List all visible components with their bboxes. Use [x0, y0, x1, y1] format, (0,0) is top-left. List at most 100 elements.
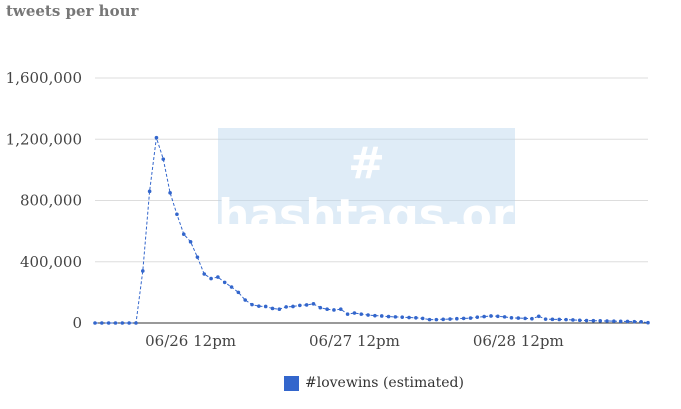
data-point	[584, 318, 589, 323]
data-point	[612, 319, 616, 323]
data-point	[161, 157, 166, 161]
y-tick-label: 0	[72, 314, 82, 332]
data-point	[168, 191, 172, 195]
data-point	[93, 321, 97, 325]
data-point	[434, 317, 439, 322]
data-point	[639, 319, 643, 324]
data-point	[393, 315, 398, 319]
data-point	[530, 316, 534, 321]
data-point	[352, 311, 357, 315]
data-point	[625, 319, 630, 324]
data-point	[420, 316, 425, 321]
data-point	[188, 240, 193, 244]
data-point	[345, 312, 350, 316]
data-point	[175, 212, 179, 217]
data-point	[427, 317, 432, 322]
data-point	[489, 314, 493, 318]
data-point	[202, 272, 207, 276]
data-point	[147, 189, 152, 194]
data-point	[598, 319, 603, 323]
data-point	[338, 307, 343, 312]
data-point	[557, 317, 562, 322]
data-point	[134, 321, 138, 325]
series-layer	[93, 135, 650, 325]
data-point	[605, 319, 609, 323]
data-point	[536, 314, 541, 319]
data-point	[564, 317, 568, 322]
data-point	[523, 316, 527, 321]
data-point	[543, 317, 548, 321]
series-line	[95, 137, 649, 324]
y-tick-label: 800,000	[20, 192, 82, 210]
data-point	[106, 321, 111, 325]
x-tick-label: 06/26 12pm	[145, 332, 236, 350]
data-point	[379, 314, 384, 318]
data-point	[113, 321, 118, 325]
y-axis-title: tweets per hour	[6, 2, 139, 20]
data-point	[414, 315, 418, 320]
data-point	[325, 307, 329, 312]
data-point	[400, 315, 405, 319]
data-point	[448, 317, 452, 321]
watermark: # hashtags.org organizing the world's ha…	[218, 128, 545, 257]
data-point	[209, 276, 213, 281]
data-point	[229, 285, 234, 289]
legend[interactable]: #lovewins (estimated)	[284, 375, 464, 391]
data-point	[270, 306, 275, 311]
data-point	[222, 280, 227, 285]
data-point	[257, 304, 261, 308]
data-point	[277, 307, 282, 312]
gridlines	[95, 77, 648, 324]
data-point	[298, 303, 302, 308]
data-point	[120, 321, 125, 325]
data-point	[461, 316, 466, 321]
data-point	[516, 316, 521, 320]
data-point	[140, 269, 145, 273]
x-tick-label: 06/28 12pm	[473, 332, 564, 350]
data-point	[496, 314, 500, 319]
data-point	[509, 315, 514, 320]
data-point	[243, 298, 247, 302]
data-point	[475, 315, 480, 319]
y-tick-label: 1,200,000	[6, 130, 82, 148]
data-point	[502, 315, 507, 319]
data-point	[366, 313, 370, 317]
data-point	[263, 304, 268, 309]
data-point	[284, 305, 288, 309]
data-point	[304, 303, 309, 307]
watermark-title: # hashtags.org	[218, 138, 546, 241]
data-point	[154, 135, 159, 140]
data-point	[577, 318, 582, 323]
data-point	[100, 321, 104, 325]
y-tick-labels: 0 400,000 800,000 1,200,000 1,600,000	[6, 69, 82, 332]
data-point	[441, 317, 445, 322]
legend-swatch	[284, 375, 299, 391]
data-point	[646, 320, 650, 325]
data-point	[318, 305, 323, 310]
data-point	[550, 317, 555, 322]
data-point	[359, 312, 364, 316]
data-point	[236, 290, 241, 295]
data-point	[181, 232, 186, 236]
data-point	[250, 302, 254, 307]
data-point	[291, 304, 295, 309]
data-point	[373, 313, 377, 318]
y-tick-label: 1,600,000	[6, 69, 82, 87]
data-point	[455, 316, 459, 321]
data-point	[332, 308, 336, 312]
data-point	[195, 255, 200, 259]
data-point	[482, 314, 486, 319]
x-tick-label: 06/27 12pm	[309, 332, 400, 350]
data-point	[407, 315, 411, 320]
data-point	[311, 302, 316, 306]
legend-label: #lovewins (estimated)	[305, 375, 464, 391]
data-point	[127, 321, 131, 325]
data-point	[386, 314, 391, 319]
data-point	[571, 318, 575, 322]
watermark-tagline: organizing the world's hashtags	[262, 242, 471, 257]
data-point	[632, 319, 637, 324]
data-point	[618, 319, 623, 324]
x-tick-labels: 06/26 12pm 06/27 12pm 06/28 12pm	[145, 332, 564, 350]
data-point	[591, 318, 596, 323]
